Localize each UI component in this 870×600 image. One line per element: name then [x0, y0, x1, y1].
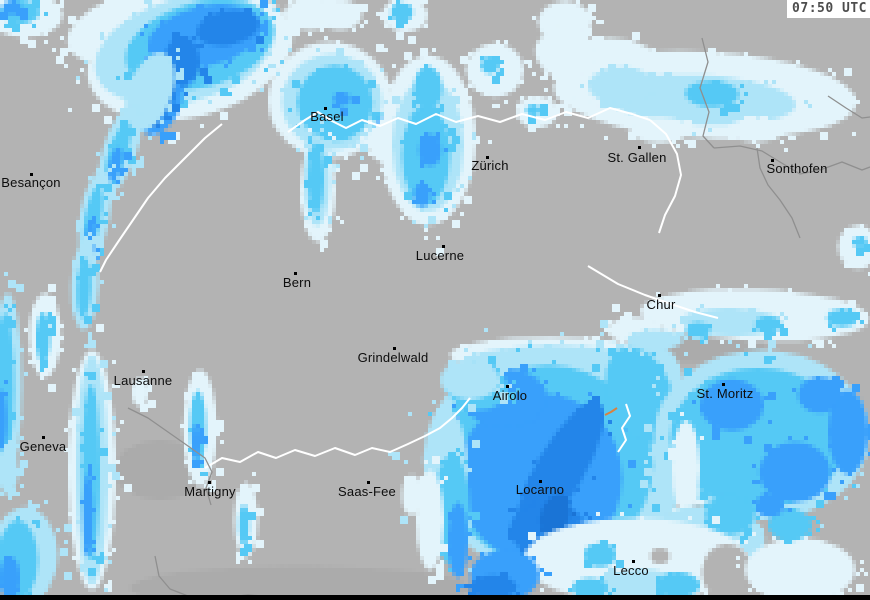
city-label: St. Gallen [607, 150, 667, 165]
city-dot-icon [539, 480, 542, 483]
city-dot-icon [658, 294, 661, 297]
city-label: Sonthofen [766, 161, 828, 176]
city-label: Zürich [471, 158, 509, 173]
timestamp-badge: 07:50 UTC [787, 0, 870, 18]
city-dot-icon [632, 560, 635, 563]
city-dot-icon [208, 481, 211, 484]
city-label: Besançon [1, 175, 61, 190]
city-label: Lucerne [415, 248, 465, 263]
city-label: Basel [310, 109, 344, 124]
city-label: St. Moritz [696, 386, 754, 401]
city-dot-icon [722, 383, 725, 386]
city-dot-icon [506, 385, 509, 388]
city-dot-icon [30, 173, 33, 176]
bottom-bar [0, 595, 870, 600]
city-dot-icon [367, 481, 370, 484]
city-dot-icon [42, 436, 45, 439]
city-dot-icon [486, 156, 489, 159]
city-dot-icon [142, 370, 145, 373]
city-dot-icon [771, 159, 774, 162]
city-dot-icon [638, 146, 641, 149]
city-label: Lausanne [113, 373, 173, 388]
city-dot-icon [294, 272, 297, 275]
city-label: Airolo [492, 388, 528, 403]
city-label: Grindelwald [357, 350, 429, 365]
city-label: Locarno [515, 482, 565, 497]
city-dot-icon [393, 347, 396, 350]
city-label: Geneva [19, 439, 67, 454]
city-label: Bern [282, 275, 312, 290]
city-dot-icon [324, 107, 327, 110]
city-label: Saas-Fee [338, 484, 396, 499]
city-dot-icon [442, 245, 445, 248]
city-label: Martigny [184, 484, 236, 499]
city-label: Lecco [613, 563, 649, 578]
city-label: Chur [646, 297, 676, 312]
